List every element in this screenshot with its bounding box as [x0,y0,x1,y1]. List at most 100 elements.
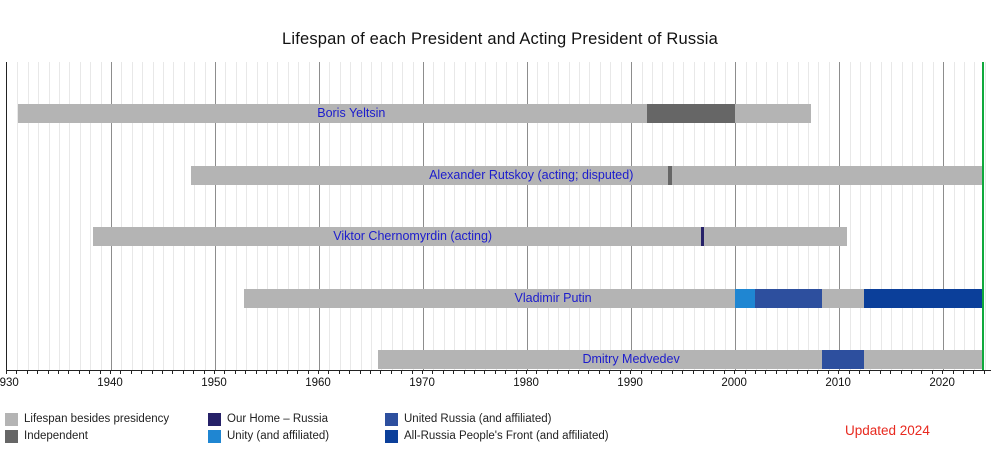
axis-tick [806,370,808,374]
axis-tick [578,370,580,374]
grid-line [360,62,362,370]
axis-tick [484,370,486,374]
grid-line [319,62,321,370]
grid-line [963,62,965,370]
grid-line [475,62,477,370]
grid-line [953,62,955,370]
axis-tick [723,370,725,374]
axis-tick [744,370,746,374]
grid-line [714,62,716,370]
grid-line [183,62,185,370]
plot-area: Boris Yeltsin Alexander Rutskoy (acting; … [6,62,991,371]
axis-tick [713,370,715,374]
axis-tick [120,370,122,374]
legend-label: Our Home – Russia [227,413,328,425]
axis-tick [973,370,975,374]
grid-line [391,62,393,370]
grid-line [329,62,331,370]
axis-tick [141,370,143,374]
grid-line [703,62,705,370]
grid-line [735,62,737,370]
bar-segment-lifespan [18,104,647,123]
legend: Lifespan besides presidency Independent Ou… [0,412,1000,448]
axis-tick [182,370,184,374]
axis-tick [817,370,819,374]
grid-line [235,62,237,370]
person-label: Vladimir Putin [514,291,592,305]
axis-tick [692,370,694,374]
axis-tick-label: 1940 [97,377,123,389]
grid-line [48,62,50,370]
grid-line [828,62,830,370]
timeline-row: Dmitry Medvedev [7,350,991,369]
axis-tick [505,370,507,374]
timeline-row: Alexander Rutskoy (acting; disputed) [7,166,991,185]
grid-line [402,62,404,370]
bar-segment-lifespan [378,350,822,369]
axis-tick [921,370,923,374]
axis-tick [962,370,964,374]
grid-line [984,62,986,370]
now-line [981,62,984,370]
axis-tick [37,370,39,374]
axis-tick-label: 1950 [201,377,227,389]
grid-line [256,62,258,370]
axis-tick [931,370,933,374]
grid-line [745,62,747,370]
axis-tick [546,370,548,374]
grid-line [350,62,352,370]
timeline-row: Viktor Chernomyrdin (acting) [7,227,991,246]
grid-line [610,62,612,370]
axis-tick [130,370,132,374]
grid-line [267,62,269,370]
axis-tick [630,370,632,374]
legend-label: Lifespan besides presidency [24,413,170,425]
grid-line [79,62,81,370]
legend-label: United Russia (and affiliated) [404,413,552,425]
grid-line [454,62,456,370]
axis-tick [328,370,330,374]
grid-line [547,62,549,370]
axis-tick [515,370,517,374]
axis-tick [193,370,195,374]
axis-tick [89,370,91,374]
bar-segment-lifespan [93,227,848,246]
grid-line [599,62,601,370]
axis-tick [203,370,205,374]
axis-tick [827,370,829,374]
grid-line [433,62,435,370]
grid-line [215,62,217,370]
axis-tick [401,370,403,374]
axis-tick [474,370,476,374]
bar-segment-independent [668,166,672,185]
grid-line [797,62,799,370]
grid-line [443,62,445,370]
timeline-row: Boris Yeltsin [7,104,991,123]
legend-swatch [385,430,398,443]
axis-tick [796,370,798,374]
grid-line [277,62,279,370]
grid-line [911,62,913,370]
grid-line [839,62,841,370]
grid-line [173,62,175,370]
axis-tick [266,370,268,374]
grid-line [194,62,196,370]
axis-tick [463,370,465,374]
grid-line [69,62,71,370]
grid-line [485,62,487,370]
grid-line [100,62,102,370]
grid-line [891,62,893,370]
axis-tick [110,370,112,374]
axis-tick [359,370,361,374]
axis-tick [432,370,434,374]
grid-line [880,62,882,370]
grid-line [672,62,674,370]
axis-tick [68,370,70,374]
grid-line [142,62,144,370]
grid-line [807,62,809,370]
axis-tick [869,370,871,374]
axis-tick [78,370,80,374]
axis-tick [702,370,704,374]
axis-tick [349,370,351,374]
